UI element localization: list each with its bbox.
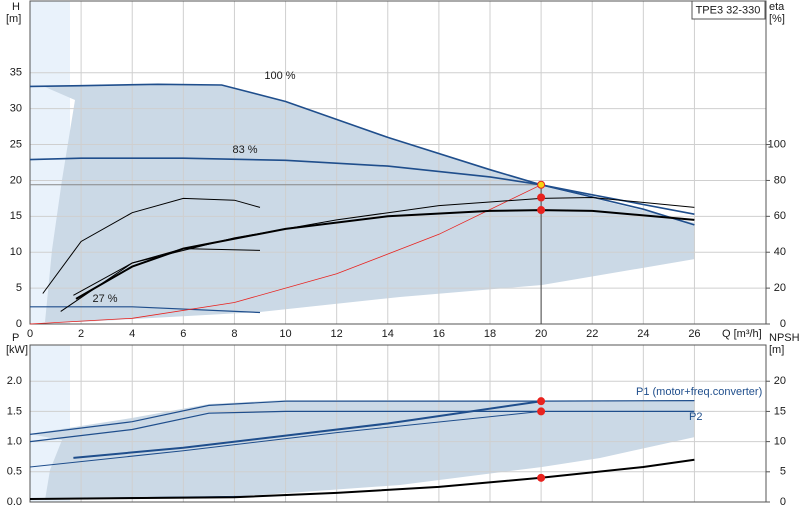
y-tick-label: 0: [16, 318, 22, 330]
y2-axis-label: eta: [769, 1, 785, 13]
curve: [29, 184, 542, 325]
x-tick-label: 24: [637, 328, 649, 340]
y2-tick-label: 20: [774, 282, 786, 294]
x-tick-label: 22: [586, 328, 598, 340]
y-tick-label: 25: [10, 138, 22, 150]
curve-label: P2: [689, 411, 702, 423]
y2-tick-label: 5: [780, 466, 786, 478]
title-box: TPE3 32-330: [691, 0, 766, 20]
x-tick-label: 18: [484, 328, 496, 340]
y2-tick-label: 100: [768, 138, 786, 150]
chart-title: TPE3 32-330: [696, 4, 761, 16]
y-tick-label: 10: [10, 246, 22, 258]
curve-label: 27 %: [92, 293, 117, 305]
y-tick-label: 1.5: [7, 405, 22, 417]
curve-label: P1 (motor+freq.converter): [636, 386, 762, 398]
operating-point: [537, 473, 546, 482]
power-chart: 0.0 0.5 1.0 1.5 2.0 0 5 10 15 20 P[kW] NPSH[m]: [6, 332, 800, 508]
y-tick-label: 1.0: [7, 436, 22, 448]
y-tick-label: 15: [10, 210, 22, 222]
x-tick-label: 26: [688, 328, 700, 340]
operating-point: [537, 397, 546, 406]
x-tick-label: 10: [279, 328, 291, 340]
x-tick-label: 6: [180, 328, 186, 340]
operating-point: [537, 407, 546, 416]
curve: [29, 400, 695, 435]
y-tick-label: 30: [10, 103, 22, 115]
operating-point: [537, 180, 546, 189]
operating-point: [537, 206, 546, 215]
y2-tick-label: 0: [780, 318, 786, 330]
y2-axis-label: [m]: [769, 344, 784, 356]
y-axis-label: P: [12, 332, 19, 344]
y2-tick-label: 10: [774, 436, 786, 448]
y-axis-label: [m]: [6, 13, 21, 25]
plot-frame: [29, 0, 767, 325]
curve-label: 83 %: [232, 144, 257, 156]
x-tick-label: 2: [78, 328, 84, 340]
y2-tick-label: 20: [774, 375, 786, 387]
curve: [29, 157, 695, 215]
operating-point: [537, 193, 546, 202]
x-axis-label: Q [m³/h]: [722, 328, 762, 340]
y2-tick-label: 80: [774, 174, 786, 186]
x-tick-label: 0: [27, 328, 33, 340]
plot-frame: [29, 344, 767, 503]
x-tick-label: 16: [433, 328, 445, 340]
y-tick-label: 35: [10, 67, 22, 79]
curve: [29, 410, 695, 443]
curve: [60, 248, 261, 312]
y2-tick-label: 15: [774, 405, 786, 417]
head-chart: 0 2 4 6 8 10 12 14 16 18 20 22 24 2605101520253035020…: [6, 0, 786, 340]
x-tick-label: 4: [129, 328, 135, 340]
y-tick-label: 2.0: [7, 375, 22, 387]
y2-tick-label: 60: [774, 210, 786, 222]
y-tick-label: 0.0: [7, 496, 22, 508]
y-axis-label: [kW]: [6, 344, 28, 356]
y-tick-label: 20: [10, 174, 22, 186]
title-frame: [691, 0, 766, 20]
curve: [75, 209, 695, 300]
curve: [73, 196, 695, 296]
x-tick-label: 14: [382, 328, 394, 340]
y-axis-label: H: [12, 1, 20, 13]
y-tick-label: 5: [16, 282, 22, 294]
curve: [30, 306, 261, 314]
y2-axis-label: [%]: [769, 13, 785, 25]
y2-tick-label: 0: [780, 496, 786, 508]
curve: [29, 458, 695, 500]
curve: [29, 410, 542, 468]
y2-axis-label: NPSH: [769, 332, 800, 344]
curve-label: 100 %: [264, 70, 295, 82]
y2-tick-label: 40: [774, 246, 786, 258]
x-tick-label: 8: [231, 328, 237, 340]
curve: [42, 197, 261, 294]
x-tick-label: 20: [535, 328, 547, 340]
y-tick-label: 0.5: [7, 466, 22, 478]
x-tick-label: 12: [331, 328, 343, 340]
curve: [73, 400, 542, 459]
